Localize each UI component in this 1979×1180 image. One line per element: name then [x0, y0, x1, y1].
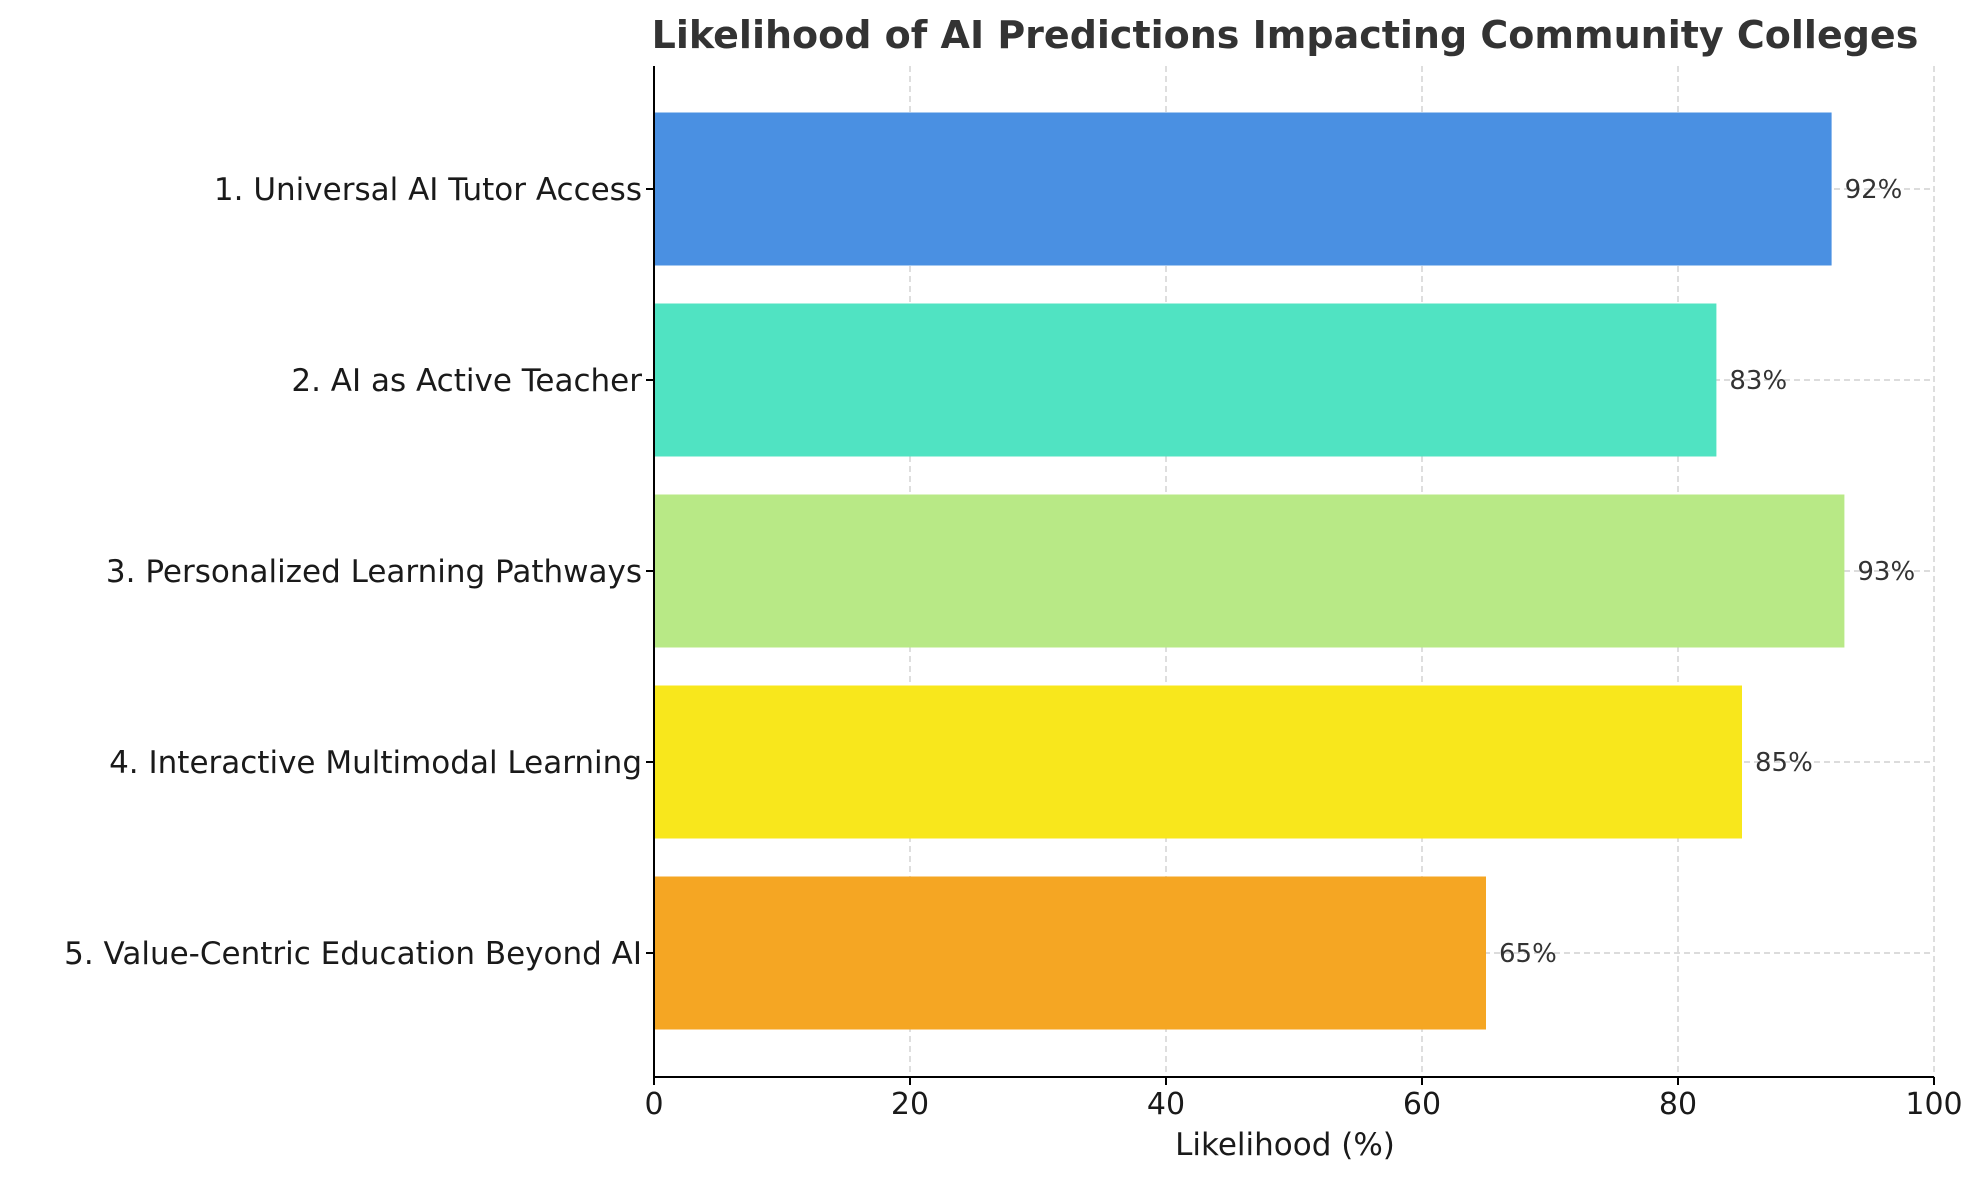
- x-tick-label: 80: [1659, 1087, 1697, 1122]
- x-tick-label: 100: [1905, 1087, 1962, 1122]
- y-tick-label: 3. Personalized Learning Pathways: [106, 554, 642, 590]
- bar: [654, 876, 1486, 1030]
- y-tick-label: 4. Interactive Multimodal Learning: [109, 745, 642, 781]
- y-tick-label: 2. AI as Active Teacher: [291, 363, 642, 399]
- x-tick-label: 0: [644, 1087, 663, 1122]
- chart-title: Likelihood of AI Predictions Impacting C…: [652, 13, 1919, 57]
- bars: 92% 83% 93% 85% 65%: [654, 112, 1915, 1030]
- bar: [654, 303, 1717, 457]
- x-tick-label: 20: [891, 1087, 929, 1122]
- x-tick-label: 60: [1403, 1087, 1441, 1122]
- data-label: 92%: [1845, 175, 1903, 205]
- data-label: 83%: [1729, 366, 1787, 396]
- x-axis-title: Likelihood (%): [1175, 1127, 1395, 1163]
- data-label: 65%: [1499, 939, 1557, 969]
- data-label: 93%: [1857, 557, 1915, 587]
- x-tick-label: 40: [1147, 1087, 1185, 1122]
- bar: [654, 685, 1742, 839]
- bar: [654, 494, 1845, 648]
- bar: [654, 112, 1832, 266]
- y-tick-label: 1. Universal AI Tutor Access: [214, 172, 642, 208]
- axes: 1. Universal AI Tutor Access 2. AI as Act…: [64, 66, 1963, 1122]
- y-tick-label: 5. Value-Centric Education Beyond AI: [64, 936, 642, 972]
- data-label: 85%: [1755, 748, 1813, 778]
